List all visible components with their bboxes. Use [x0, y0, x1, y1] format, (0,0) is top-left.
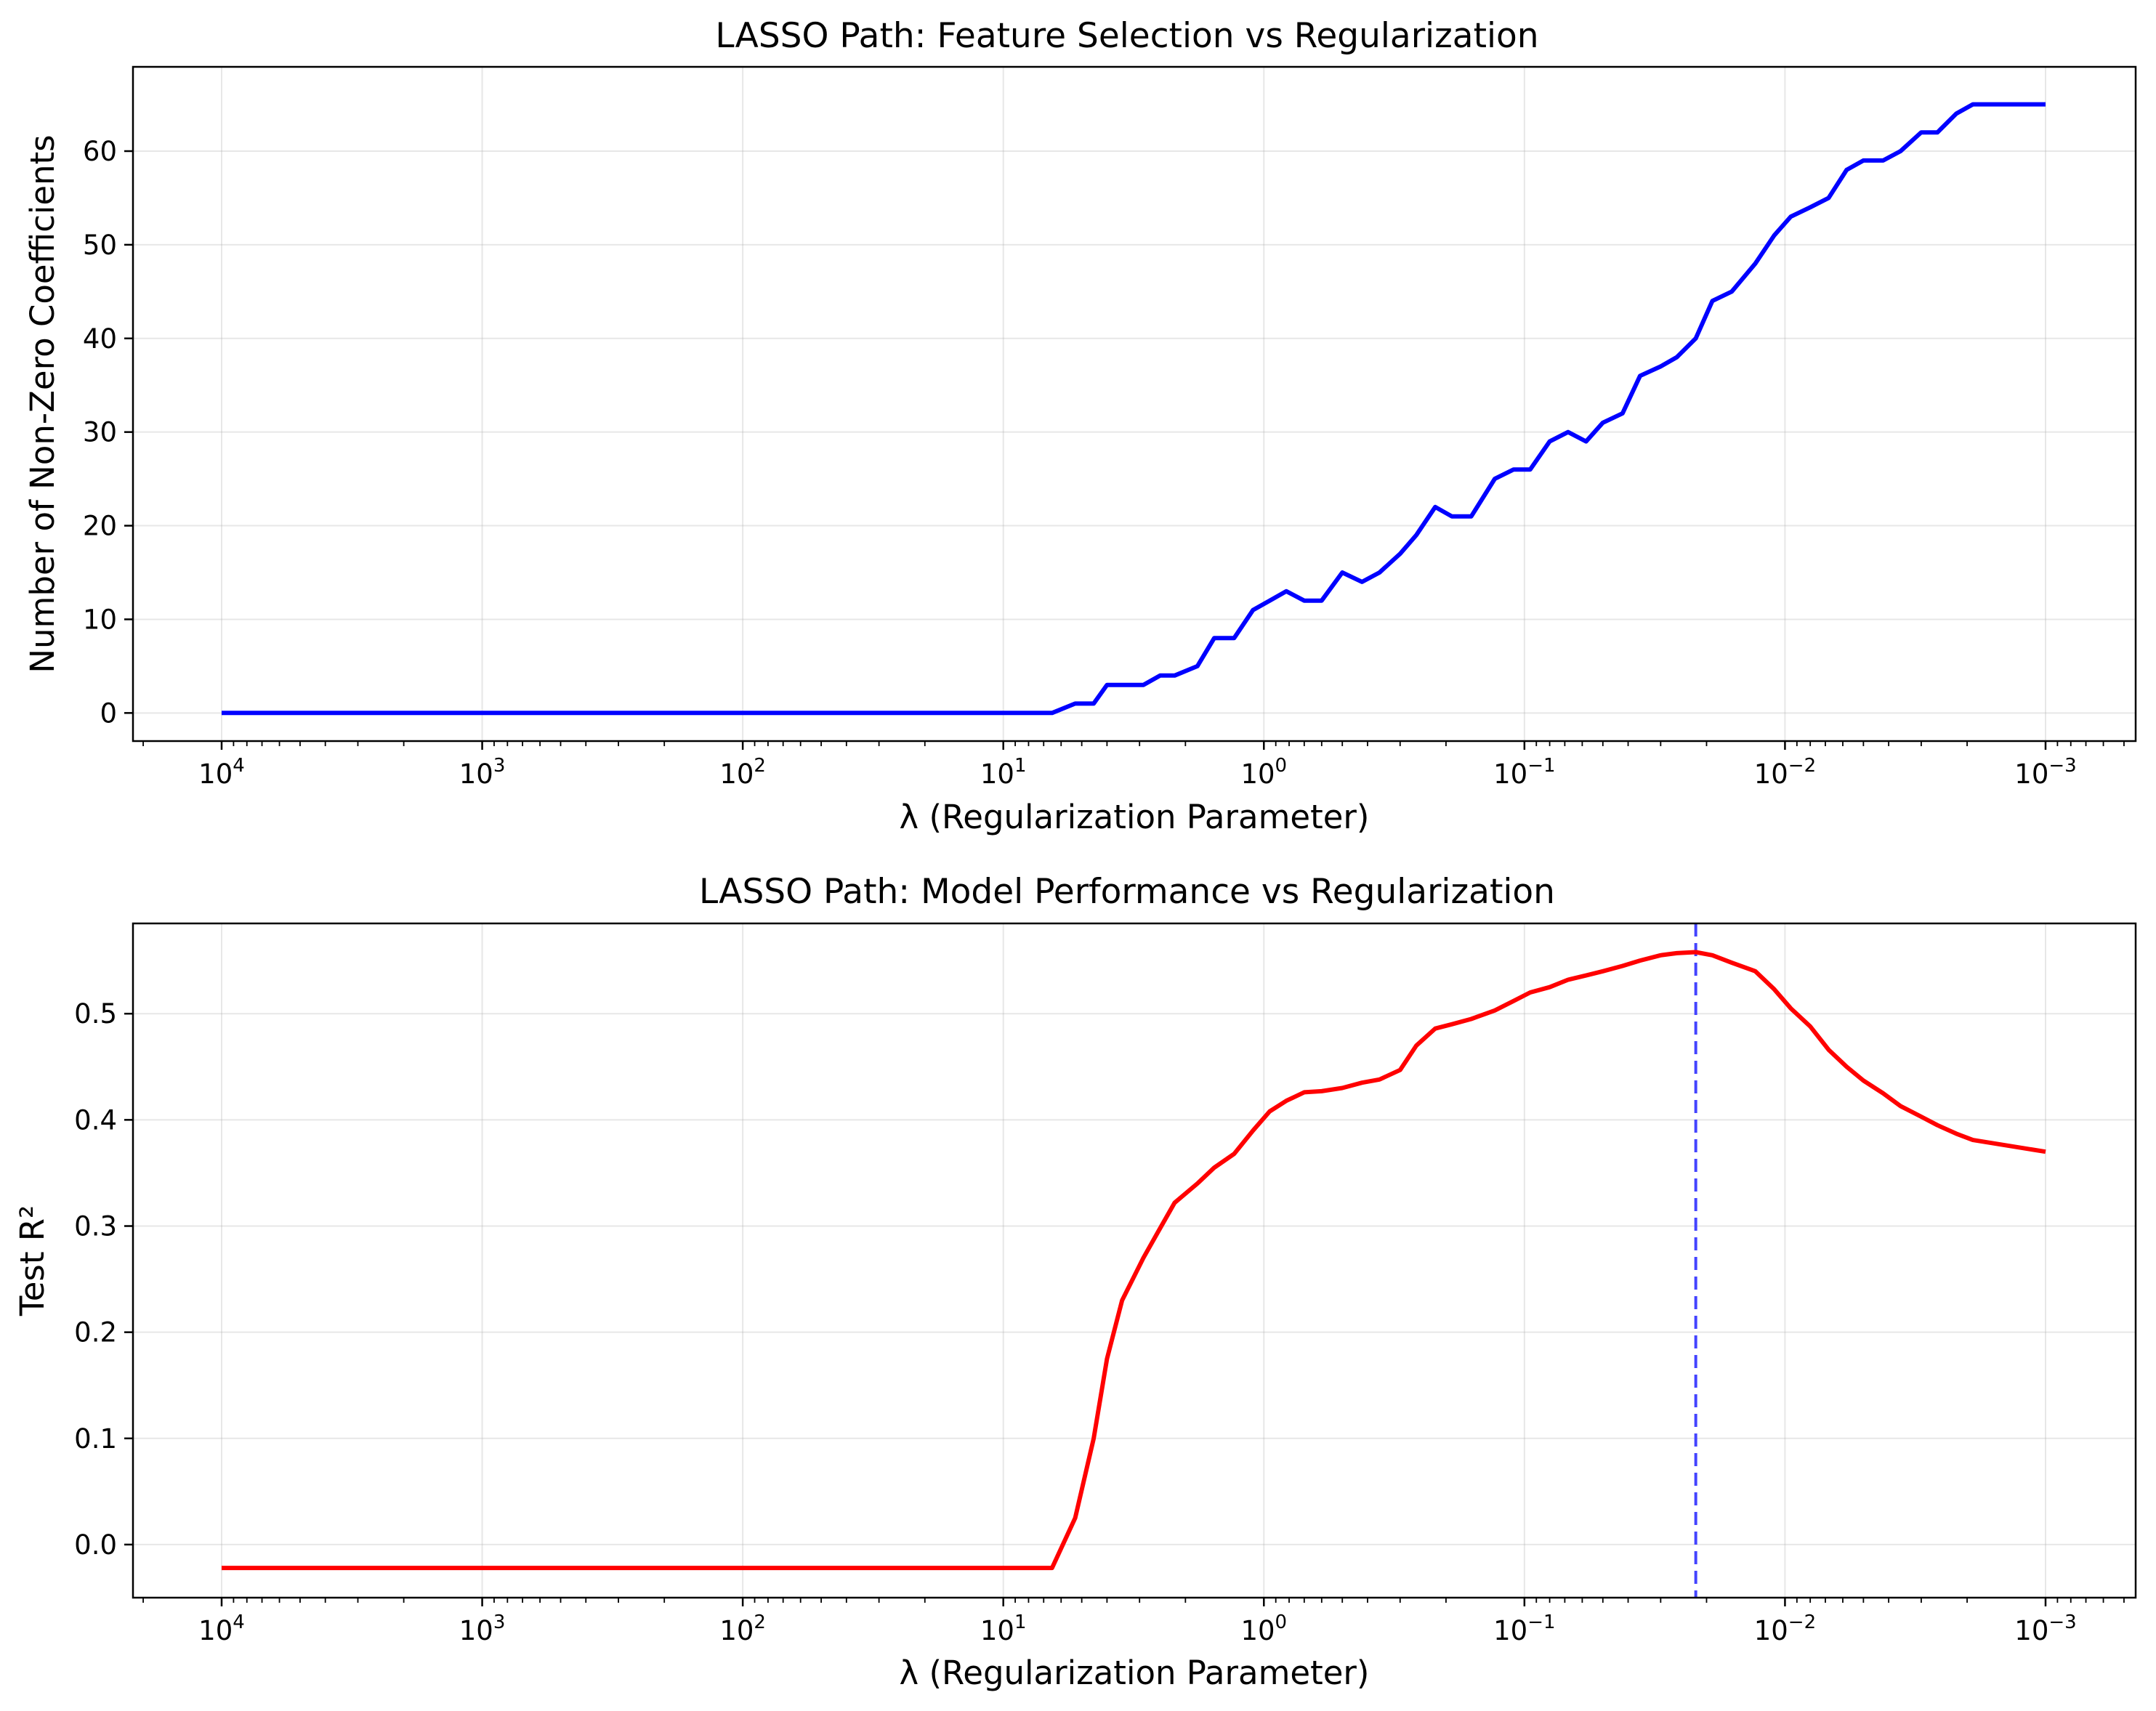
- chart-2-x-ticks: 104 103 102 101 100 10−1 10−2 10−3: [142, 1598, 2125, 1646]
- chart-1-grid: [133, 67, 2136, 741]
- series-line: [222, 950, 2046, 1571]
- chart-1-plot-frame: [132, 65, 2137, 743]
- chart-1-y-axis-label: Number of Non-Zero Coefficients: [23, 134, 62, 673]
- chart-1-series: [221, 102, 2046, 716]
- series-line: [222, 102, 2046, 716]
- x-tick-label: 101: [980, 1611, 1027, 1646]
- chart-model-performance: LASSO Path: Model Performance vs Regular…: [13, 872, 2137, 1692]
- x-tick-label: 10−2: [1754, 1611, 1816, 1646]
- y-tick-label: 0.5: [74, 998, 117, 1030]
- x-tick-label: 10−3: [2014, 755, 2076, 790]
- y-tick-label: 0: [100, 697, 117, 729]
- y-tick-label: 0.4: [74, 1104, 117, 1136]
- x-tick-label: 104: [198, 755, 245, 790]
- x-tick-label: 103: [459, 755, 506, 790]
- x-tick-label: 10−1: [1493, 1611, 1555, 1646]
- chart-2-title: LASSO Path: Model Performance vs Regular…: [699, 872, 1555, 912]
- x-tick-label: 100: [1240, 1611, 1287, 1646]
- chart-2-y-axis-label: Test R²: [13, 1205, 52, 1316]
- chart-2-x-axis-label: λ (Regularization Parameter): [900, 1654, 1370, 1692]
- x-tick-label: 100: [1240, 755, 1287, 790]
- chart-1-title: LASSO Path: Feature Selection vs Regular…: [715, 16, 1538, 56]
- chart-2-y-ticks: 0.0 0.1 0.2 0.3 0.4 0.5: [74, 998, 133, 1561]
- x-tick-label: 10−3: [2014, 1611, 2076, 1646]
- y-tick-label: 40: [83, 323, 117, 355]
- chart-2-plot-frame: [132, 922, 2137, 1599]
- x-tick-label: 102: [719, 755, 766, 790]
- y-tick-label: 0.1: [74, 1423, 117, 1455]
- x-tick-label: 10−1: [1493, 755, 1555, 790]
- y-tick-label: 50: [83, 230, 117, 261]
- y-tick-label: 60: [83, 136, 117, 167]
- chart-2-series: [221, 950, 2046, 1571]
- x-tick-label: 10−2: [1754, 755, 1816, 790]
- y-tick-label: 0.0: [74, 1529, 117, 1561]
- y-tick-label: 10: [83, 604, 117, 635]
- y-tick-label: 0.3: [74, 1211, 117, 1242]
- chart-1-x-ticks: 104 103 102 101 100 10−1 10−2 10−3: [142, 741, 2125, 790]
- x-tick-label: 102: [719, 1611, 766, 1646]
- y-tick-label: 30: [83, 417, 117, 448]
- x-tick-label: 104: [198, 1611, 245, 1646]
- chart-1-y-ticks: 0 10 20 30 40 50 60: [83, 136, 133, 729]
- chart-feature-selection: LASSO Path: Feature Selection vs Regular…: [23, 16, 2137, 836]
- x-tick-label: 101: [980, 755, 1027, 790]
- x-tick-label: 103: [459, 1611, 506, 1646]
- y-tick-label: 20: [83, 511, 117, 542]
- y-tick-label: 0.2: [74, 1317, 117, 1348]
- chart-2-grid: [133, 923, 2136, 1598]
- chart-1-x-axis-label: λ (Regularization Parameter): [900, 798, 1370, 836]
